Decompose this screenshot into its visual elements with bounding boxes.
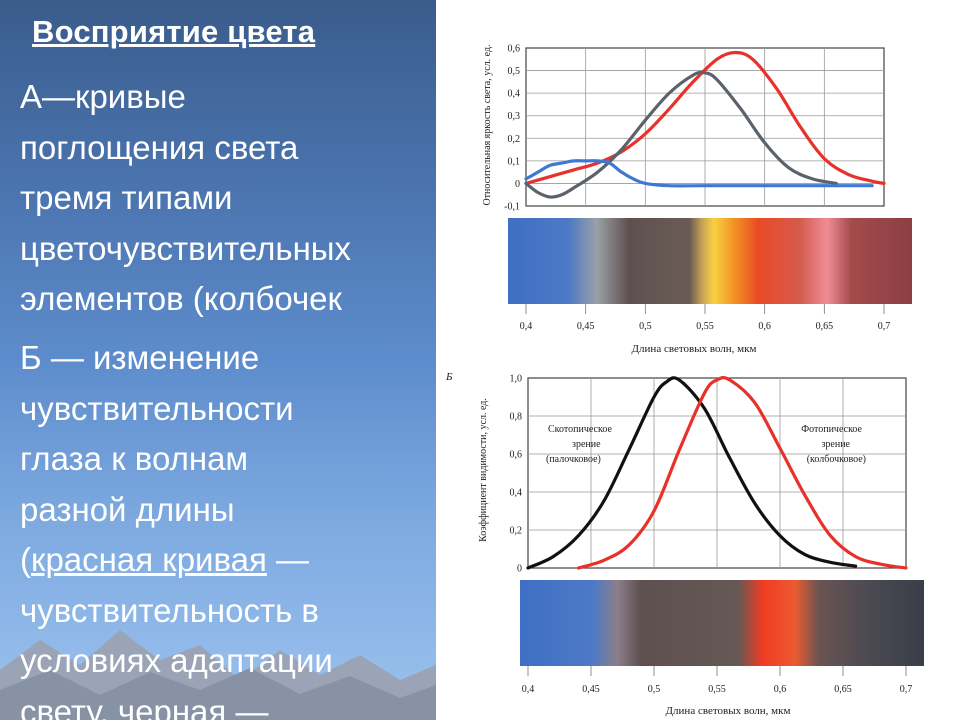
slide-text-panel: Восприятие цвета А—кривые поглощения све… <box>0 0 436 720</box>
annotation-scotopic-line-1: Скотопическое <box>548 424 612 435</box>
chart-b-y-ticks: 1,0 0,8 0,6 0,4 0,2 0 <box>510 374 523 575</box>
label-b: Б <box>20 339 42 376</box>
paragraph-a: А—кривые поглощения света тремя типами ц… <box>20 72 351 325</box>
chart-a: Относительная яркость света, усл. ед. 0,… <box>482 44 912 355</box>
b-series-line-0 <box>526 376 858 570</box>
chart-a-xlabel: Длина световых волн, мкм <box>632 343 757 355</box>
para-b-line-3: глаза к волнам <box>20 440 249 477</box>
chart-a-y-ticks: 0,6 0,5 0,4 0,3 0,2 0,1 0 -0,1 <box>504 44 520 213</box>
annotation-photopic-line-1: Фотопическое <box>801 424 862 435</box>
b-x-tick-label: 0,65 <box>834 684 852 695</box>
paragraph-b: Б — изменение чувствительности глаза к в… <box>20 333 333 720</box>
a-x-tick-label: 0,65 <box>816 321 834 332</box>
slide-title: Восприятие цвета <box>32 14 316 49</box>
chart-a-spectrum-band <box>508 218 912 304</box>
a-y-tick-label: 0,4 <box>508 89 521 100</box>
red-curve-link[interactable]: красная кривая <box>31 541 267 578</box>
a-y-tick-label: 0 <box>515 179 520 190</box>
b-x-tick-label: 0,7 <box>900 684 913 695</box>
para-b-line-5-open: ( <box>20 541 31 578</box>
chart-b-panel-label: Б <box>445 371 453 383</box>
a-y-tick-label: 0,3 <box>508 111 521 122</box>
a-x-tick-label: 0,5 <box>639 321 652 332</box>
para-a-line-5: элементов (колбочек <box>20 280 342 317</box>
annotation-scotopic-line-3: (палочковое) <box>546 454 601 465</box>
b-x-tick-label: 0,5 <box>648 684 661 695</box>
a-y-tick-label: 0,2 <box>508 134 521 145</box>
para-b-line-4: разной длины <box>20 490 235 528</box>
a-series-line-0 <box>524 50 886 185</box>
label-a: А <box>20 78 43 115</box>
annotation-scotopic-line-2: зрение <box>572 439 601 450</box>
a-x-tick-label: 0,55 <box>696 321 714 332</box>
chart-b-ylabel: Коэффициент видимости, усл. ед. <box>478 398 489 542</box>
para-b-line-8: свету, черная — <box>20 692 269 720</box>
b-series-line-1 <box>576 376 908 570</box>
para-b-line-5-rest: — <box>266 541 310 578</box>
chart-b-series <box>526 376 908 570</box>
chart-b-x-ticks: 0,4 0,45 0,5 0,55 0,6 0,65 0,7 <box>522 666 913 695</box>
para-a-line-1: —кривые <box>42 78 186 115</box>
chart-a-series <box>524 50 886 199</box>
a-series-line-2 <box>524 159 874 188</box>
a-y-tick-label: 0,5 <box>508 66 521 77</box>
annotation-photopic-line-3: (колбочковое) <box>807 454 866 465</box>
para-a-line-3: тремя типами <box>20 179 233 216</box>
mountain-background <box>0 630 436 720</box>
annotation-photopic-line-2: зрение <box>821 439 850 450</box>
chart-a-grid <box>525 47 885 207</box>
b-y-tick-label: 0,4 <box>510 488 523 499</box>
annotation-scotopic: Скотопическое зрение (палочковое) <box>546 424 612 465</box>
annotation-photopic: Фотопическое зрение (колбочковое) <box>801 424 866 465</box>
chart-b-grid <box>527 377 907 569</box>
a-x-tick-label: 0,7 <box>878 321 891 332</box>
chart-b-spectrum-band <box>520 580 924 666</box>
b-x-tick-label: 0,4 <box>522 684 535 695</box>
b-y-tick-label: 0,6 <box>510 450 523 461</box>
a-series-line-1 <box>524 70 838 199</box>
para-a-line-2: поглощения света <box>20 128 299 166</box>
para-b-line-7: условиях адаптации <box>20 642 333 679</box>
charts-figure: Относительная яркость света, усл. ед. 0,… <box>445 44 924 717</box>
a-x-tick-label: 0,45 <box>577 321 595 332</box>
chart-b-xlabel: Длина световых волн, мкм <box>666 705 791 717</box>
a-y-tick-label: 0,6 <box>508 44 521 55</box>
charts-panel: Относительная яркость света, усл. ед. 0,… <box>436 0 960 720</box>
chart-a-ylabel: Относительная яркость света, усл. ед. <box>482 44 493 205</box>
b-y-tick-label: 0 <box>517 564 522 575</box>
b-x-tick-label: 0,45 <box>582 684 600 695</box>
a-x-tick-label: 0,4 <box>520 321 533 332</box>
para-b-line-2: чувствительности <box>20 389 294 427</box>
b-y-tick-label: 1,0 <box>510 374 523 385</box>
chart-a-x-ticks: 0,4 0,45 0,5 0,55 0,6 0,65 0,7 <box>520 304 891 332</box>
para-b-line-6: чувствительность в <box>20 591 319 629</box>
chart-b: Б Коэффициент видимости, усл. ед. 1,0 0,8… <box>445 371 924 717</box>
b-y-tick-label: 0,8 <box>510 412 523 423</box>
b-x-tick-label: 0,6 <box>774 684 787 695</box>
para-a-line-4: цветочувствительных <box>20 229 352 267</box>
a-y-tick-label: -0,1 <box>504 202 520 213</box>
b-y-tick-label: 0,2 <box>510 526 523 537</box>
a-x-tick-label: 0,6 <box>758 321 771 332</box>
para-b-line-1: — изменение <box>41 339 260 376</box>
b-x-tick-label: 0,55 <box>708 684 726 695</box>
a-y-tick-label: 0,1 <box>508 156 521 167</box>
